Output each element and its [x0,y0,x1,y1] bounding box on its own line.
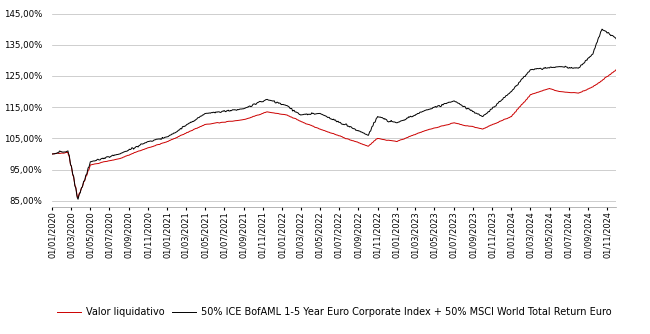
Line: Valor liquidativo: Valor liquidativo [52,69,616,198]
Line: 50% ICE BofAML 1-5 Year Euro Corporate Index + 50% MSCI World Total Return Euro: 50% ICE BofAML 1-5 Year Euro Corporate I… [52,29,616,199]
Legend: Valor liquidativo, 50% ICE BofAML 1-5 Year Euro Corporate Index + 50% MSCI World: Valor liquidativo, 50% ICE BofAML 1-5 Ye… [53,303,616,321]
